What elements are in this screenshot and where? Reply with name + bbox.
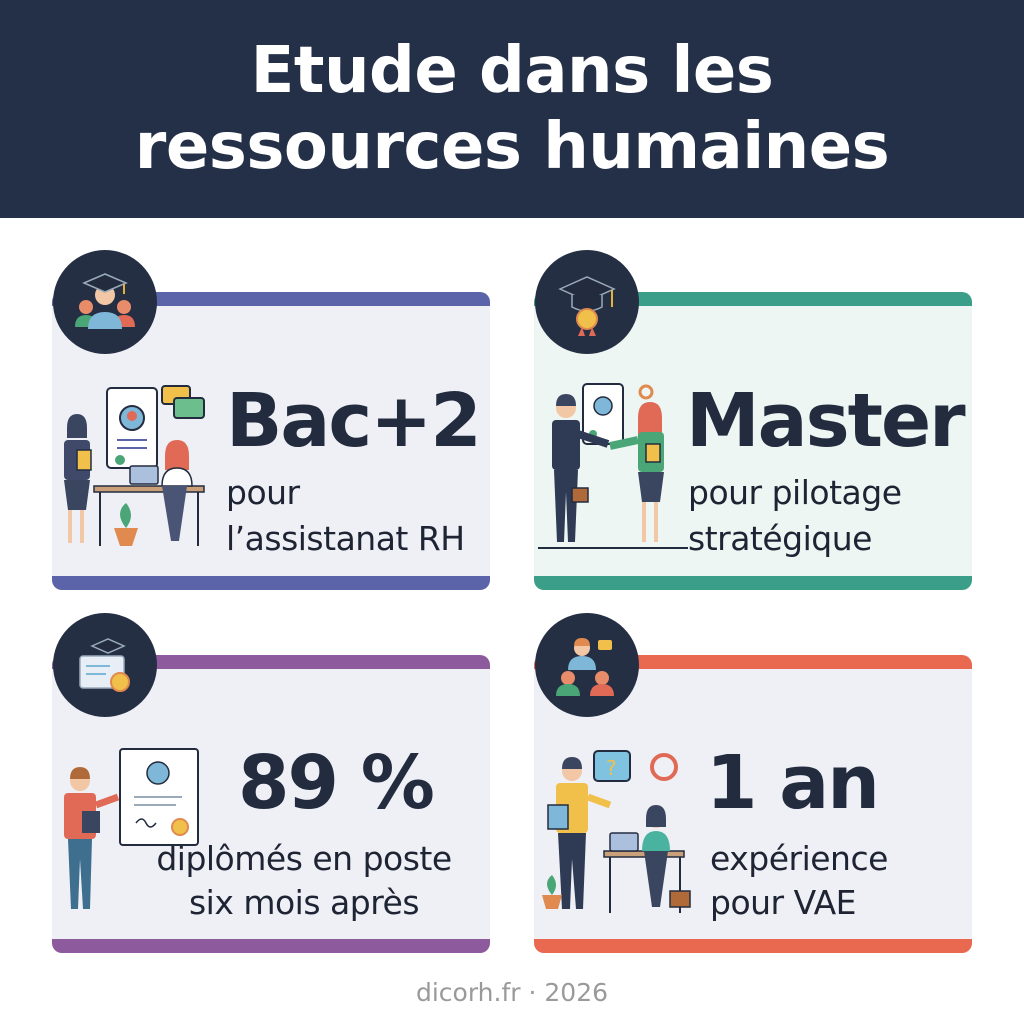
footer-credit: dicorh.fr · 2026 xyxy=(415,978,609,1007)
card-top-bar xyxy=(52,292,490,306)
title-line-2: ressources humaines xyxy=(134,110,890,184)
card-line-1: pour xyxy=(226,473,300,512)
card-line-1: expérience xyxy=(710,839,888,878)
card-headline: Bac+2 xyxy=(226,378,482,464)
hr-assistant-office-illustration xyxy=(64,385,205,546)
card-headline: Master xyxy=(686,378,966,464)
diploma-person-illustration xyxy=(64,748,199,909)
card-top-bar xyxy=(534,655,972,669)
card-bottom-bar xyxy=(534,939,972,953)
card-top-bar xyxy=(534,292,972,306)
mentoring-desk-illustration: ? xyxy=(542,750,691,913)
card-line-1: pour pilotage xyxy=(688,473,902,512)
card-bottom-bar xyxy=(52,576,490,590)
svg-text:?: ? xyxy=(606,756,617,780)
card-line-2: stratégique xyxy=(688,519,872,558)
card-line-2: pour VAE xyxy=(710,883,857,922)
graduation-cap-award-icon xyxy=(535,250,639,354)
team-meeting-icon xyxy=(535,613,639,717)
card-headline: 1 an xyxy=(706,740,880,826)
card-top-bar xyxy=(52,655,490,669)
header-banner: Etude dans les ressources humaines xyxy=(0,0,1024,218)
card-bottom-bar xyxy=(52,939,490,953)
diploma-certificate-icon xyxy=(53,613,157,717)
card-line-2: l’assistanat RH xyxy=(226,519,465,558)
card-headline: 89 % xyxy=(238,740,435,826)
graduate-group-icon xyxy=(53,250,157,354)
title-line-1: Etude dans les xyxy=(250,34,774,108)
card-bottom-bar xyxy=(534,576,972,590)
card-line-2: six mois après xyxy=(188,883,420,922)
handshake-illustration xyxy=(538,383,688,549)
card-line-1: diplômés en poste xyxy=(156,839,452,878)
